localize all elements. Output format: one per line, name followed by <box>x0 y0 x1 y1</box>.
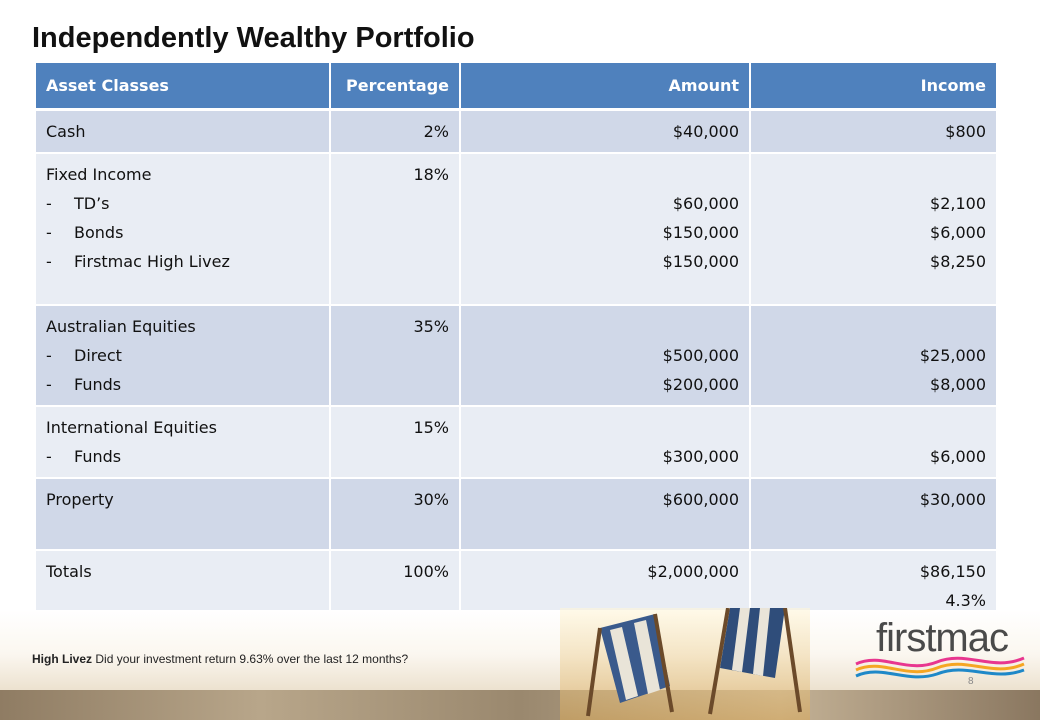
income-value: $86,150 <box>919 562 986 581</box>
table-row: Cash 2% $40,000 $800 <box>36 109 996 154</box>
table-row: Australian Equities - Direct - Funds 35% $… <box>36 305 996 407</box>
amount-cell: $600,000 <box>460 478 751 551</box>
percentage-cell: 2% <box>330 109 461 154</box>
income-value: $8,000 <box>930 375 986 394</box>
sub-item-label: Bonds <box>74 223 124 242</box>
amount-cell: $300,000 <box>460 406 751 479</box>
amount-cell: $40,000 <box>460 109 751 154</box>
logo-text: firstmac <box>876 616 1009 660</box>
sub-item-label: Firstmac High Livez <box>74 252 230 271</box>
dash-marker: - <box>46 447 52 466</box>
dash-marker: - <box>46 346 52 365</box>
table-row: Property 30% $600,000 $30,000 <box>36 478 996 551</box>
income-value: $800 <box>945 122 986 141</box>
dash-marker: - <box>46 375 52 394</box>
sub-item-label: Direct <box>74 346 122 365</box>
sub-item: - Funds <box>46 370 319 399</box>
page-title: Independently Wealthy Portfolio <box>32 22 475 54</box>
income-cell: $25,000 $8,000 <box>750 305 996 407</box>
income-yield: 4.3% <box>945 591 986 610</box>
footnote: High Livez Did your investment return 9.… <box>32 652 408 666</box>
header-amount: Amount <box>460 63 751 111</box>
sub-item: - TD’s <box>46 189 319 218</box>
percentage-cell: 35% <box>330 305 461 407</box>
table-row: Fixed Income - TD’s - Bonds - Firstmac High… <box>36 153 996 306</box>
asset-class-name: Fixed Income <box>46 165 152 184</box>
dash-marker: - <box>46 252 52 271</box>
amount-value: $500,000 <box>662 346 739 365</box>
income-cell: $2,100 $6,000 $8,250 <box>750 153 996 306</box>
amount-value: $200,000 <box>662 375 739 394</box>
sub-item: - Bonds <box>46 218 319 247</box>
sub-item-label: TD’s <box>74 194 110 213</box>
dash-marker: - <box>46 223 52 242</box>
income-cell: $800 <box>750 109 996 154</box>
percentage-cell: 18% <box>330 153 461 306</box>
sub-item: - Direct <box>46 341 319 370</box>
income-value: $6,000 <box>930 223 986 242</box>
amount-cell: $60,000 $150,000 $150,000 <box>460 153 751 306</box>
page-number: 8 <box>968 676 974 687</box>
asset-class-cell: International Equities - Funds <box>36 406 331 479</box>
asset-class-cell: Fixed Income - TD’s - Bonds - Firstmac High… <box>36 153 331 306</box>
sub-item: - Firstmac High Livez <box>46 247 319 276</box>
sub-item-label: Funds <box>74 447 122 466</box>
table-row: International Equities - Funds 15% $300,0… <box>36 406 996 479</box>
asset-class-cell: Australian Equities - Direct - Funds <box>36 305 331 407</box>
amount-value: $150,000 <box>662 252 739 271</box>
portfolio-table: Asset Classes Percentage Amount Income C… <box>36 63 996 623</box>
header-percentage: Percentage <box>330 63 461 111</box>
amount-cell: $500,000 $200,000 <box>460 305 751 407</box>
asset-class-cell: Property <box>36 478 331 551</box>
income-value: $6,000 <box>930 447 986 466</box>
amount-value: $2,000,000 <box>647 562 739 581</box>
firstmac-logo: firstmac <box>852 612 1028 682</box>
amount-value: $600,000 <box>662 490 739 509</box>
header-income: Income <box>750 63 996 111</box>
asset-class-name: Australian Equities <box>46 317 196 336</box>
dash-marker: - <box>46 194 52 213</box>
amount-value: $300,000 <box>662 447 739 466</box>
asset-class-cell: Cash <box>36 109 331 154</box>
percentage-cell: 15% <box>330 406 461 479</box>
amount-value: $60,000 <box>672 194 739 213</box>
income-cell: $6,000 <box>750 406 996 479</box>
sub-item-label: Funds <box>74 375 122 394</box>
sub-item: - Funds <box>46 442 319 471</box>
footnote-text: Did your investment return 9.63% over th… <box>95 652 409 666</box>
income-value: $30,000 <box>919 490 986 509</box>
asset-class-name: Totals <box>46 562 92 581</box>
income-value: $2,100 <box>930 194 986 213</box>
amount-value: $40,000 <box>672 122 739 141</box>
income-value: $8,250 <box>930 252 986 271</box>
logo-wave-icon <box>855 656 1025 679</box>
asset-class-name: Cash <box>46 122 86 141</box>
income-cell: $30,000 <box>750 478 996 551</box>
income-value: $25,000 <box>919 346 986 365</box>
beach-chairs-image <box>560 608 810 720</box>
amount-value: $150,000 <box>662 223 739 242</box>
table-header-row: Asset Classes Percentage Amount Income <box>36 63 996 111</box>
asset-class-name: Property <box>46 490 114 509</box>
footnote-bold: High Livez <box>32 652 93 666</box>
header-asset-classes: Asset Classes <box>36 63 331 111</box>
asset-class-name: International Equities <box>46 418 217 437</box>
sand-strip <box>0 690 1040 720</box>
percentage-cell: 30% <box>330 478 461 551</box>
